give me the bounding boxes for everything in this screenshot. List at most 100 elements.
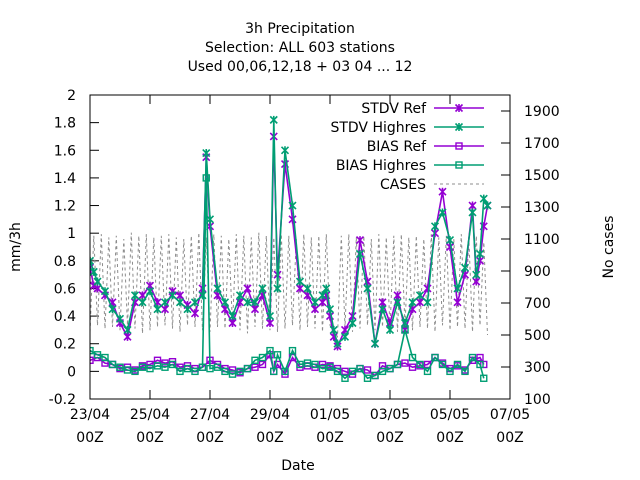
y-tick-label: 0.2 <box>54 337 76 353</box>
y-tick-label: 1.4 <box>54 171 76 187</box>
y-tick-label: 1.6 <box>54 143 76 159</box>
data-point <box>476 353 484 362</box>
y2-tick-label: 700 <box>524 296 551 312</box>
y-axis-label: mm/3h <box>8 222 24 272</box>
legend-label: BIAS Ref <box>367 139 427 155</box>
data-point <box>131 367 139 376</box>
data-point <box>265 312 275 321</box>
x-tick-label: 23/04 <box>70 407 110 423</box>
x-tick-label-hour: 00Z <box>316 430 343 446</box>
data-point <box>266 346 274 355</box>
data-point <box>115 314 125 323</box>
chart-title: 3h Precipitation Selection: ALL 603 stati… <box>188 21 413 75</box>
x-tick-label-hour: 00Z <box>256 430 283 446</box>
data-point <box>138 363 147 371</box>
data-point <box>438 187 447 196</box>
data-point <box>90 356 94 365</box>
data-point <box>453 284 462 293</box>
data-point <box>228 318 237 328</box>
data-point <box>258 360 267 369</box>
title-line: Selection: ALL 603 stations <box>205 40 395 56</box>
series-cases <box>90 232 488 339</box>
data-point <box>269 115 278 124</box>
series-layer <box>90 115 492 382</box>
data-point <box>472 277 481 286</box>
data-point <box>480 374 488 382</box>
data-point <box>175 291 185 300</box>
data-point <box>295 284 305 293</box>
data-point <box>438 208 447 217</box>
plot-frame <box>89 94 511 400</box>
legend-item: BIAS Ref <box>367 139 484 155</box>
data-point <box>446 367 454 376</box>
legend-item: STDV Highres <box>330 120 484 136</box>
data-point <box>243 364 252 373</box>
series-line <box>90 177 485 380</box>
data-point <box>93 351 102 359</box>
data-point <box>453 298 462 307</box>
data-point <box>341 374 349 382</box>
data-point <box>258 353 267 362</box>
series-stdv-highres <box>90 115 492 348</box>
data-point <box>176 363 184 371</box>
legend: STDV Ref STDV Highres BIAS Ref BIAS Highres… <box>330 101 484 193</box>
y-tick-label: 0.8 <box>54 254 76 270</box>
y-tick-labels: -0.2 0 0.2 0.4 0.6 0.8 1 1.2 1.4 1.6 1.8 2 <box>49 88 76 408</box>
data-point <box>371 371 379 380</box>
data-point <box>468 208 477 217</box>
data-point <box>123 366 132 374</box>
data-point <box>472 270 481 279</box>
data-point <box>220 298 230 307</box>
data-point <box>318 360 327 369</box>
data-point <box>213 363 222 371</box>
x-tick-label: 25/04 <box>130 407 170 423</box>
data-point <box>270 367 278 376</box>
data-point <box>341 367 349 376</box>
data-point <box>116 363 124 371</box>
data-point <box>123 325 132 334</box>
y2-tick-label: 500 <box>524 328 551 344</box>
y-tick-label: 2 <box>67 88 76 104</box>
data-point <box>146 364 154 373</box>
data-point <box>138 298 147 307</box>
legend-marker <box>454 103 464 113</box>
data-point <box>183 364 192 373</box>
data-point <box>93 284 102 293</box>
x-axis-label: Date <box>281 458 314 474</box>
data-point <box>206 364 214 373</box>
data-point <box>93 277 102 286</box>
data-point <box>123 332 132 341</box>
data-point <box>235 291 245 300</box>
data-point <box>108 305 117 314</box>
data-point <box>479 194 488 203</box>
data-point <box>476 360 484 369</box>
legend-item: CASES <box>380 177 484 193</box>
legend-marker <box>455 142 463 150</box>
data-point <box>273 351 282 359</box>
legend-item: STDV Ref <box>361 101 484 117</box>
data-point <box>161 363 169 371</box>
legend-marker <box>455 161 463 169</box>
y2-tick-label: 100 <box>524 392 551 408</box>
data-point <box>393 298 402 307</box>
data-point <box>101 353 109 362</box>
data-point <box>146 360 154 369</box>
data-point <box>183 305 192 314</box>
series-line <box>90 232 488 339</box>
data-point <box>251 356 259 365</box>
data-point <box>168 360 177 369</box>
data-point <box>251 363 259 371</box>
data-point <box>90 346 94 355</box>
data-point <box>393 291 402 300</box>
data-point <box>408 353 417 362</box>
data-point <box>303 359 312 367</box>
data-point <box>355 249 365 258</box>
data-point <box>401 359 409 367</box>
data-point <box>236 367 244 376</box>
y-tick-label: -0.2 <box>49 392 76 408</box>
data-point <box>202 148 211 158</box>
x-tick-label-hour: 00Z <box>376 430 403 446</box>
data-point <box>250 298 260 307</box>
x-tick-label-hour: 00Z <box>196 430 223 446</box>
